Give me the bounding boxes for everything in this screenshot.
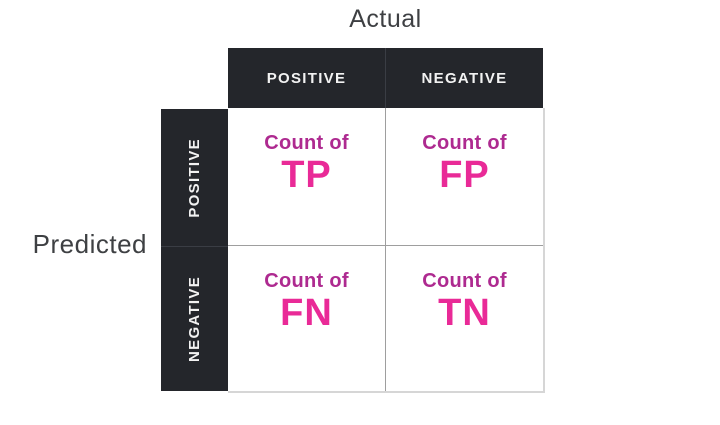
cell-fp-label: Count of [422, 132, 507, 154]
predicted-axis-label: Predicted [32, 229, 147, 259]
actual-axis-label: Actual [349, 5, 422, 33]
row-header-positive-label: POSITIVE [186, 137, 203, 218]
actual-header-row: POSITIVE NEGATIVE [228, 48, 543, 108]
cell-tn-label: Count of [422, 270, 507, 292]
predicted-header-column: POSITIVE NEGATIVE [161, 109, 228, 391]
cell-true-negative: Count of TN [386, 246, 543, 391]
cell-true-positive: Count of TP [228, 108, 386, 246]
cell-tp-value: TP [281, 154, 332, 196]
row-header-negative: NEGATIVE [161, 247, 228, 391]
cell-tp-label: Count of [264, 132, 349, 154]
cell-false-positive: Count of FP [386, 108, 543, 246]
cell-fn-label: Count of [264, 270, 349, 292]
cell-false-negative: Count of FN [228, 246, 386, 391]
matrix-grid: Count of TP Count of FP Count of FN Coun… [228, 108, 545, 393]
cell-tn-value: TN [438, 292, 491, 334]
cell-fn-value: FN [280, 292, 333, 334]
cell-fp-value: FP [439, 154, 490, 196]
column-header-negative: NEGATIVE [421, 69, 508, 87]
row-header-positive: POSITIVE [161, 109, 228, 247]
column-header-positive: POSITIVE [228, 48, 386, 108]
row-header-negative-label: NEGATIVE [186, 276, 203, 362]
